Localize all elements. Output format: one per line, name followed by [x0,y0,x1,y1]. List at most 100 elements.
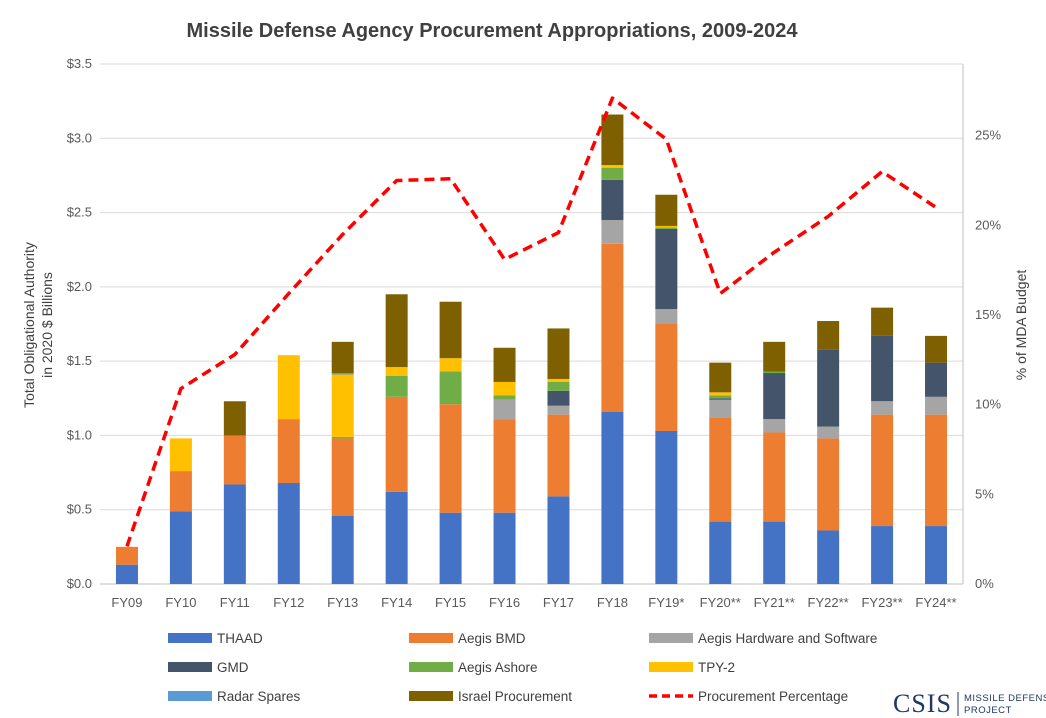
bar-segment [925,526,948,584]
bar-segment [601,411,624,584]
x-axis: FY09 FY10 FY11 FY12 FY13 FY14 FY15 FY16 FY17 FY18… [111,595,956,610]
x-tick-label: FY22** [808,595,849,610]
bar-segment [709,399,732,418]
bar-segment [169,471,192,512]
legend: THAAD Aegis BMD Aegis Hardware and Softwar… [168,631,877,704]
y2-tick-label: 20% [975,217,1001,232]
legend-swatch [649,633,693,643]
y-tick-label: $0.0 [67,576,92,591]
bar-segment [763,341,786,372]
procurement-percentage-line [125,96,938,547]
bar-segment [439,512,462,584]
bar-segment [925,335,948,363]
bar-segment [763,373,786,420]
bar-segment [169,438,192,472]
logo-wordmark: CSIS [893,689,952,718]
bar-segment [871,526,894,584]
legend-label: TPY-2 [698,660,735,675]
x-tick-label: FY16 [489,595,520,610]
legend-label: Aegis Hardware and Software [698,631,877,646]
bar-segment [331,515,354,584]
bar-segment [277,419,300,483]
bar-segment [385,294,408,368]
x-tick-label: FY18 [597,595,628,610]
bar-segment [763,371,786,374]
bar-segment [871,335,894,402]
bar-segment [331,436,354,439]
bar-segment [601,179,624,220]
bar-segment [277,355,300,420]
bar-segment [385,491,408,584]
legend-label: Israel Procurement [458,689,572,704]
line-series [125,96,938,547]
bar-segment [493,399,516,420]
x-tick-label: FY15 [435,595,466,610]
bar-segment [223,401,246,436]
y-axis-title-line-1: Total Obligational Authority [21,242,37,408]
bar-segment [439,358,462,372]
bar-segment [817,321,840,350]
bar-segment [709,392,732,396]
bar-segment [601,165,624,168]
bar-segment [871,307,894,336]
bar-segment [493,512,516,584]
x-tick-label: FY17 [543,595,574,610]
bar-segment [709,398,732,400]
bar-segment [925,362,948,397]
x-tick-label: FY21** [754,595,795,610]
legend-label: Aegis Ashore [458,660,538,675]
bar-segment [439,404,462,513]
bar-segment [817,530,840,584]
bar-segment [655,309,678,324]
bar-segment [655,324,678,431]
legend-swatch [168,691,212,701]
bar-segment [547,414,570,497]
bar-segment [439,371,462,405]
bar-segment [223,435,246,485]
bar-segment [655,227,678,229]
bar-segment [655,194,678,226]
legend-swatch [168,662,212,672]
chart-title: Missile Defense Agency Procurement Appro… [187,20,799,42]
x-tick-label: FY24** [915,595,956,610]
y-tick-label: $3.5 [67,56,92,71]
bar-segment [601,114,624,166]
y2-tick-label: 10% [975,397,1001,412]
x-tick-label: FY09 [111,595,142,610]
legend-label: Aegis BMD [458,631,526,646]
y2-tick-label: 15% [975,307,1001,322]
bar-segment [331,374,354,437]
bar-segment [115,564,138,584]
bar-segment [547,405,570,415]
x-tick-label: FY20** [700,595,741,610]
bar-segment [655,225,678,228]
y2-tick-label: 5% [975,486,994,501]
bar-segment [223,484,246,584]
bar-segment [493,347,516,382]
bar-segment [655,430,678,584]
bar-segment [871,401,894,415]
bar-segment [709,417,732,522]
y-tick-label: $0.5 [67,502,92,517]
y-tick-label: $2.0 [67,279,92,294]
csis-logo: CSIS MISSILE DEFENSE PROJECT [893,689,1046,718]
bar-segment [385,367,408,376]
bar-segment [385,376,408,397]
y-axis-title-line-2: in 2020 $ Billions [39,272,55,378]
bar-segment [385,396,408,492]
bar-segment [547,328,570,379]
legend-swatch [409,633,453,643]
bar-segment [547,496,570,584]
bar-segment [331,373,354,375]
y-tick-label: $1.5 [67,353,92,368]
bar-segment [547,381,570,391]
bar-segment [925,396,948,415]
x-tick-label: FY13 [327,595,358,610]
legend-label: Procurement Percentage [698,689,848,704]
bar-segment [817,349,840,427]
legend-swatch [409,691,453,701]
bar-segment [871,414,894,527]
legend-swatch [409,662,453,672]
bar-segment [709,395,732,399]
